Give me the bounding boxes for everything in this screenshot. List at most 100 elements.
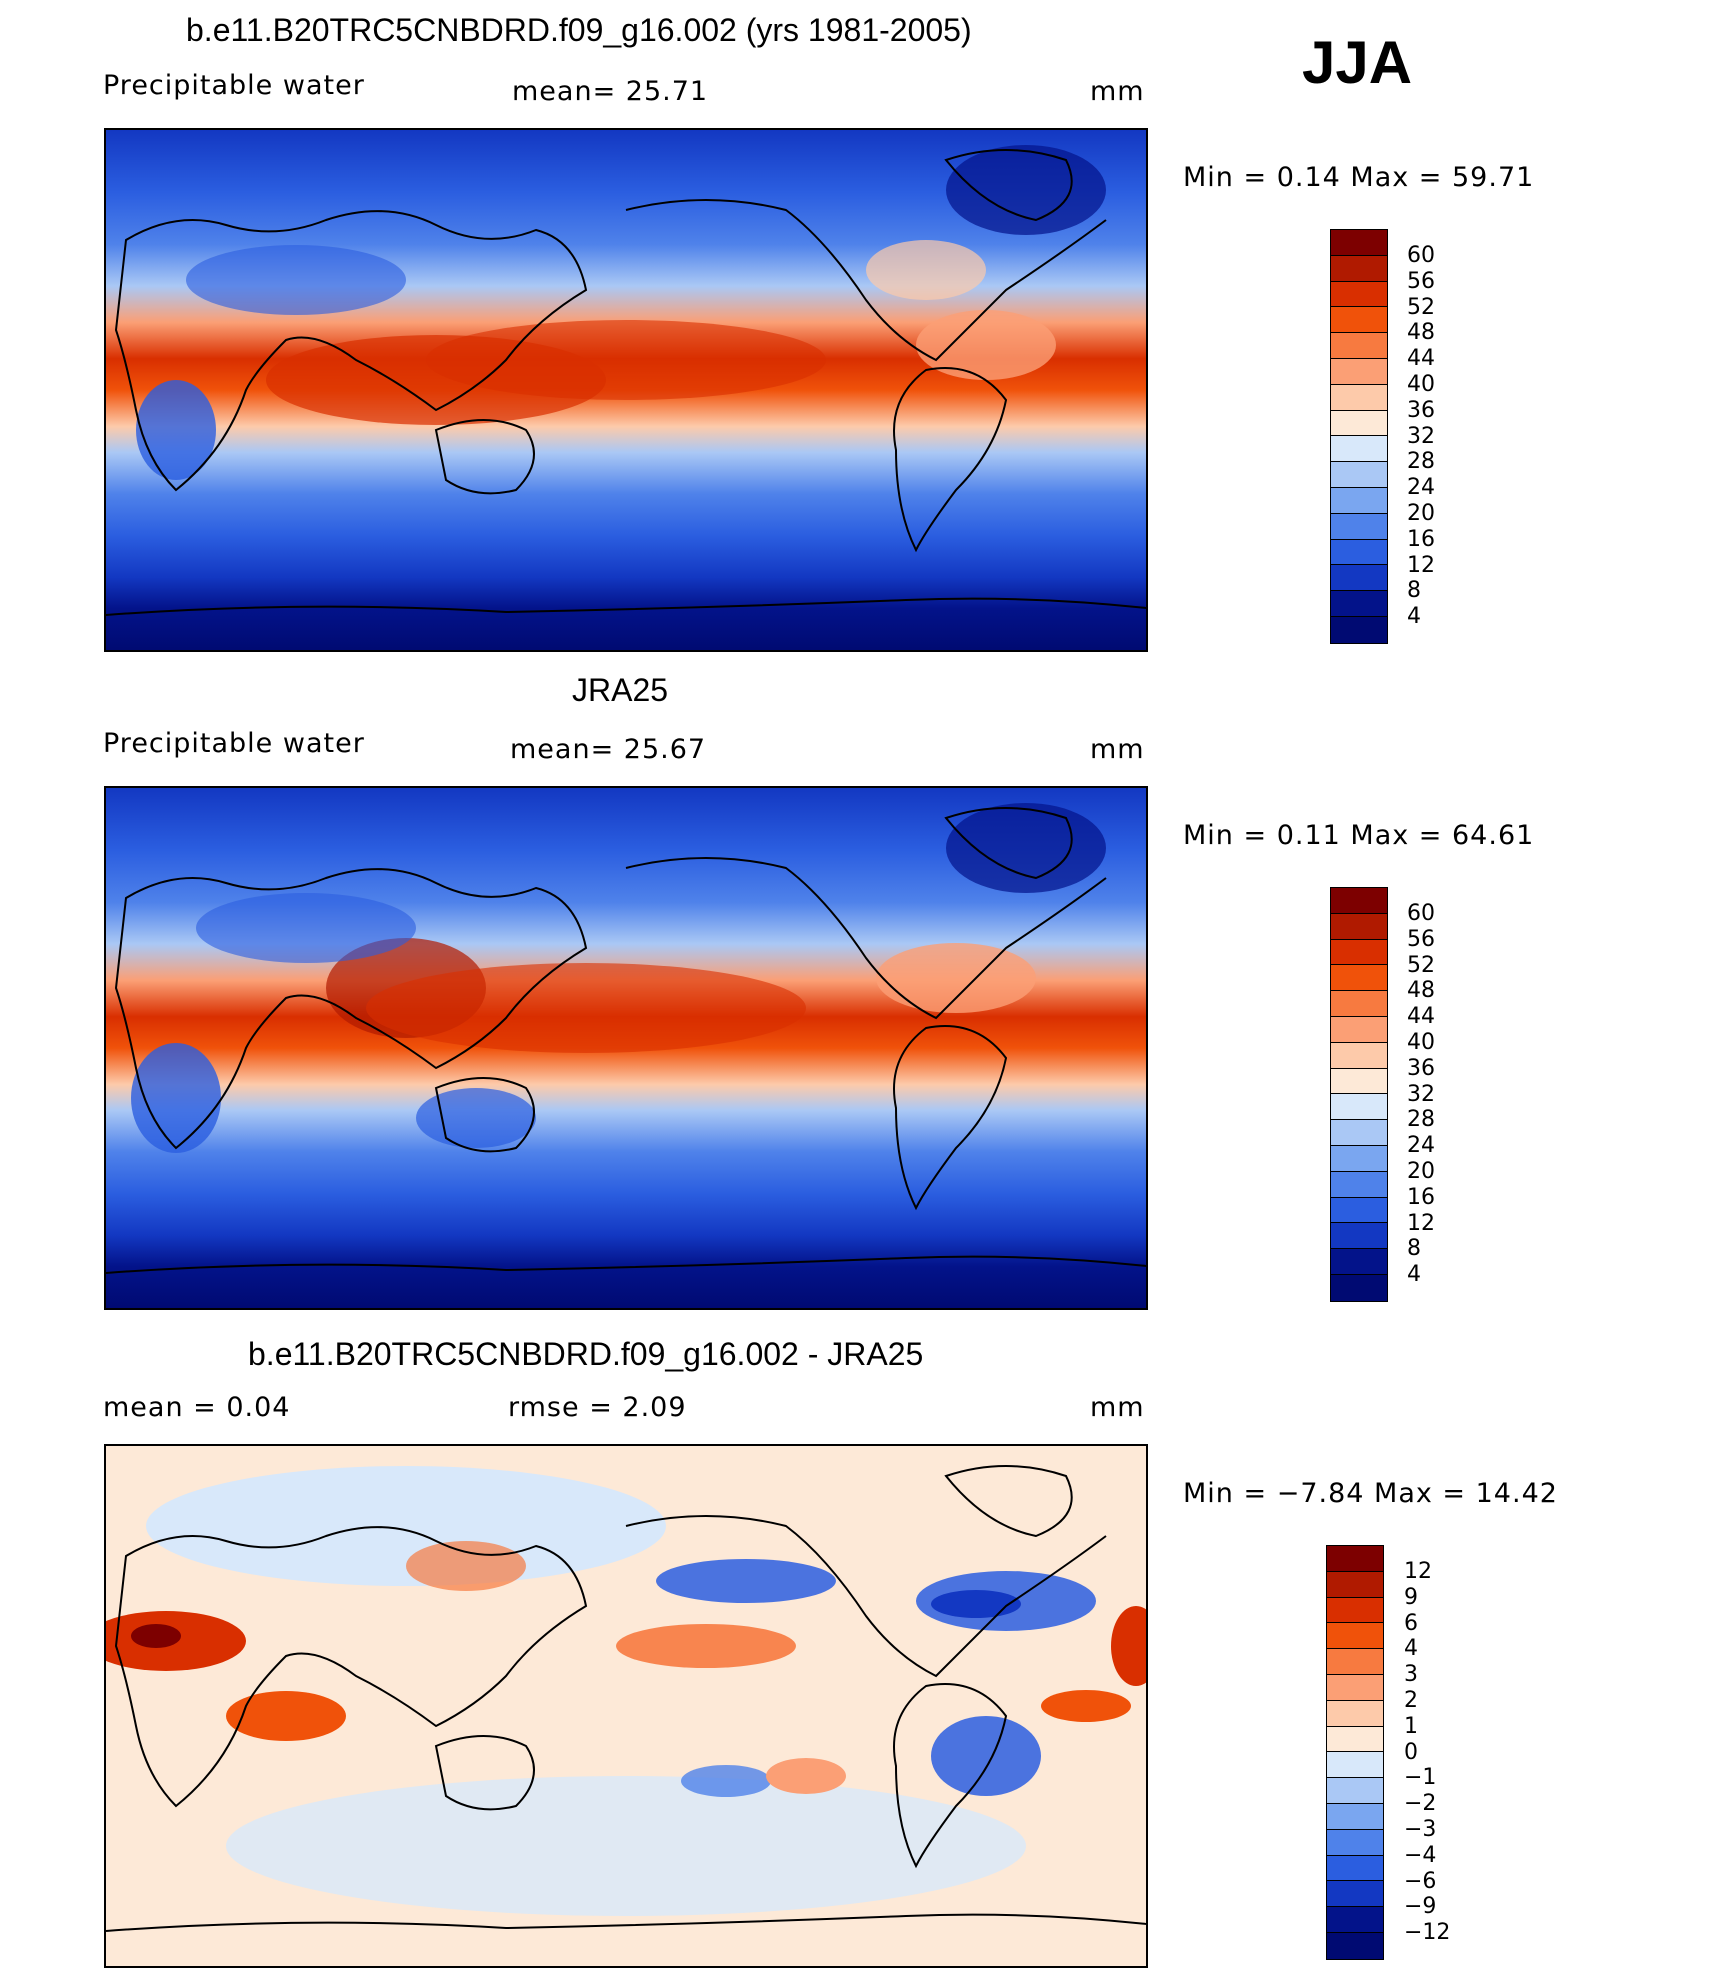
colorbar-tick-label: 6 xyxy=(1404,1610,1418,1636)
panel-diff-colorbar xyxy=(1326,1545,1384,1960)
panel-obs-variable-label: Precipitable water xyxy=(103,728,365,759)
colorbar-swatch xyxy=(1327,1546,1383,1572)
colorbar-swatch xyxy=(1327,1932,1383,1959)
colorbar-swatch xyxy=(1327,1726,1383,1753)
colorbar-tick-label: −12 xyxy=(1404,1920,1451,1946)
colorbar-swatch xyxy=(1327,1623,1383,1650)
panel-obs-mean-label: mean= 25.67 xyxy=(510,734,707,765)
panel-obs-title: JRA25 xyxy=(572,672,669,708)
colorbar-swatch xyxy=(1331,1274,1387,1301)
colorbar-swatch xyxy=(1331,1120,1387,1146)
colorbar-swatch xyxy=(1331,939,1387,966)
panel-model-min-max: Min = 0.14 Max = 59.71 xyxy=(1183,162,1535,193)
colorbar-swatch xyxy=(1331,965,1387,992)
colorbar-tick-label: 24 xyxy=(1407,1133,1435,1159)
panel-diff-min-max: Min = −7.84 Max = 14.42 xyxy=(1183,1478,1558,1509)
panel-obs-colorbar-ticks: 60 56 52 48 44 40 36 32 28 24 20 16 12 8… xyxy=(1407,901,1435,1288)
colorbar-tick-label: 60 xyxy=(1407,901,1435,926)
colorbar-swatch xyxy=(1331,1094,1387,1121)
colorbar-tick-label: 44 xyxy=(1407,346,1435,372)
colorbar-tick-label: 4 xyxy=(1404,1636,1418,1662)
colorbar-swatch xyxy=(1331,281,1387,308)
colorbar-tick-label: 8 xyxy=(1407,578,1421,604)
colorbar-swatch xyxy=(1331,307,1387,334)
colorbar-tick-label: 2 xyxy=(1404,1687,1418,1713)
colorbar-swatch xyxy=(1331,991,1387,1017)
panel-model-variable-label: Precipitable water xyxy=(103,70,365,101)
colorbar-swatch xyxy=(1331,384,1387,411)
colorbar-swatch xyxy=(1327,1752,1383,1779)
panel-model-colorbar-ticks: 60 56 52 48 44 40 36 32 28 24 20 16 12 8… xyxy=(1407,243,1435,630)
panel-diff-mean-label: mean = 0.04 xyxy=(103,1392,291,1423)
colorbar-swatch xyxy=(1331,1171,1387,1198)
colorbar-tick-label: 56 xyxy=(1407,926,1435,952)
panel-model-colorbar xyxy=(1330,229,1388,644)
colorbar-tick-label: −2 xyxy=(1404,1791,1437,1817)
panel-obs-colorbar xyxy=(1330,887,1388,1302)
colorbar-swatch xyxy=(1331,462,1387,488)
colorbar-swatch xyxy=(1331,1249,1387,1275)
colorbar-tick-label: 36 xyxy=(1407,397,1435,423)
colorbar-swatch xyxy=(1327,1855,1383,1882)
colorbar-swatch xyxy=(1331,565,1387,592)
colorbar-swatch xyxy=(1331,410,1387,437)
colorbar-swatch xyxy=(1327,1597,1383,1624)
panel-diff-title: b.e11.B20TRC5CNBDRD.f09_g16.002 - JRA25 xyxy=(248,1336,924,1372)
colorbar-swatch xyxy=(1331,436,1387,463)
colorbar-tick-label: 16 xyxy=(1407,1184,1435,1210)
colorbar-swatch xyxy=(1331,333,1387,359)
colorbar-swatch xyxy=(1331,358,1387,385)
colorbar-tick-label: 0 xyxy=(1404,1739,1418,1765)
colorbar-swatch xyxy=(1331,513,1387,540)
colorbar-swatch xyxy=(1331,230,1387,256)
colorbar-tick-label: 32 xyxy=(1407,1081,1435,1107)
colorbar-swatch xyxy=(1327,1674,1383,1701)
colorbar-tick-label: 40 xyxy=(1407,371,1435,397)
panel-model-map xyxy=(104,128,1148,652)
season-label: JJA xyxy=(1302,29,1413,96)
colorbar-swatch xyxy=(1331,888,1387,914)
colorbar-tick-label: −4 xyxy=(1404,1842,1437,1868)
colorbar-swatch xyxy=(1331,1068,1387,1095)
colorbar-swatch xyxy=(1331,616,1387,643)
colorbar-tick-label: 48 xyxy=(1407,978,1435,1004)
colorbar-swatch xyxy=(1331,1042,1387,1069)
colorbar-tick-label: 9 xyxy=(1404,1584,1418,1610)
colorbar-tick-label: 16 xyxy=(1407,526,1435,552)
colorbar-tick-label: 56 xyxy=(1407,268,1435,294)
colorbar-swatch xyxy=(1327,1829,1383,1856)
panel-model-units: mm xyxy=(1090,76,1145,107)
panel-obs-min-max: Min = 0.11 Max = 64.61 xyxy=(1183,820,1535,851)
colorbar-tick-label: 12 xyxy=(1404,1559,1432,1584)
panel-diff-rmse-label: rmse = 2.09 xyxy=(508,1392,687,1423)
colorbar-swatch xyxy=(1331,591,1387,617)
colorbar-tick-label: 12 xyxy=(1407,552,1435,578)
colorbar-tick-label: −3 xyxy=(1404,1816,1437,1842)
colorbar-swatch xyxy=(1331,913,1387,940)
colorbar-swatch xyxy=(1331,1197,1387,1224)
panel-obs-units: mm xyxy=(1090,734,1145,765)
colorbar-swatch xyxy=(1331,1223,1387,1250)
colorbar-tick-label: 36 xyxy=(1407,1055,1435,1081)
colorbar-tick-label: 12 xyxy=(1407,1210,1435,1236)
colorbar-tick-label: 8 xyxy=(1407,1236,1421,1262)
colorbar-tick-label: 1 xyxy=(1404,1713,1418,1739)
colorbar-swatch xyxy=(1331,1145,1387,1172)
colorbar-swatch xyxy=(1331,1016,1387,1043)
colorbar-tick-label: 60 xyxy=(1407,243,1435,268)
colorbar-swatch xyxy=(1327,1881,1383,1908)
colorbar-swatch xyxy=(1331,539,1387,566)
colorbar-tick-label: 52 xyxy=(1407,952,1435,978)
colorbar-tick-label: 40 xyxy=(1407,1029,1435,1055)
colorbar-tick-label: 20 xyxy=(1407,500,1435,526)
colorbar-tick-label: −1 xyxy=(1404,1765,1437,1791)
colorbar-tick-label: −6 xyxy=(1404,1868,1437,1894)
panel-model-title: b.e11.B20TRC5CNBDRD.f09_g16.002 (yrs 198… xyxy=(186,12,972,48)
colorbar-tick-label: 52 xyxy=(1407,294,1435,320)
colorbar-tick-label: 28 xyxy=(1407,1107,1435,1133)
colorbar-tick-label: 20 xyxy=(1407,1158,1435,1184)
colorbar-swatch xyxy=(1327,1778,1383,1804)
colorbar-tick-label: 3 xyxy=(1404,1662,1418,1688)
colorbar-tick-label: 48 xyxy=(1407,320,1435,346)
colorbar-swatch xyxy=(1327,1700,1383,1727)
